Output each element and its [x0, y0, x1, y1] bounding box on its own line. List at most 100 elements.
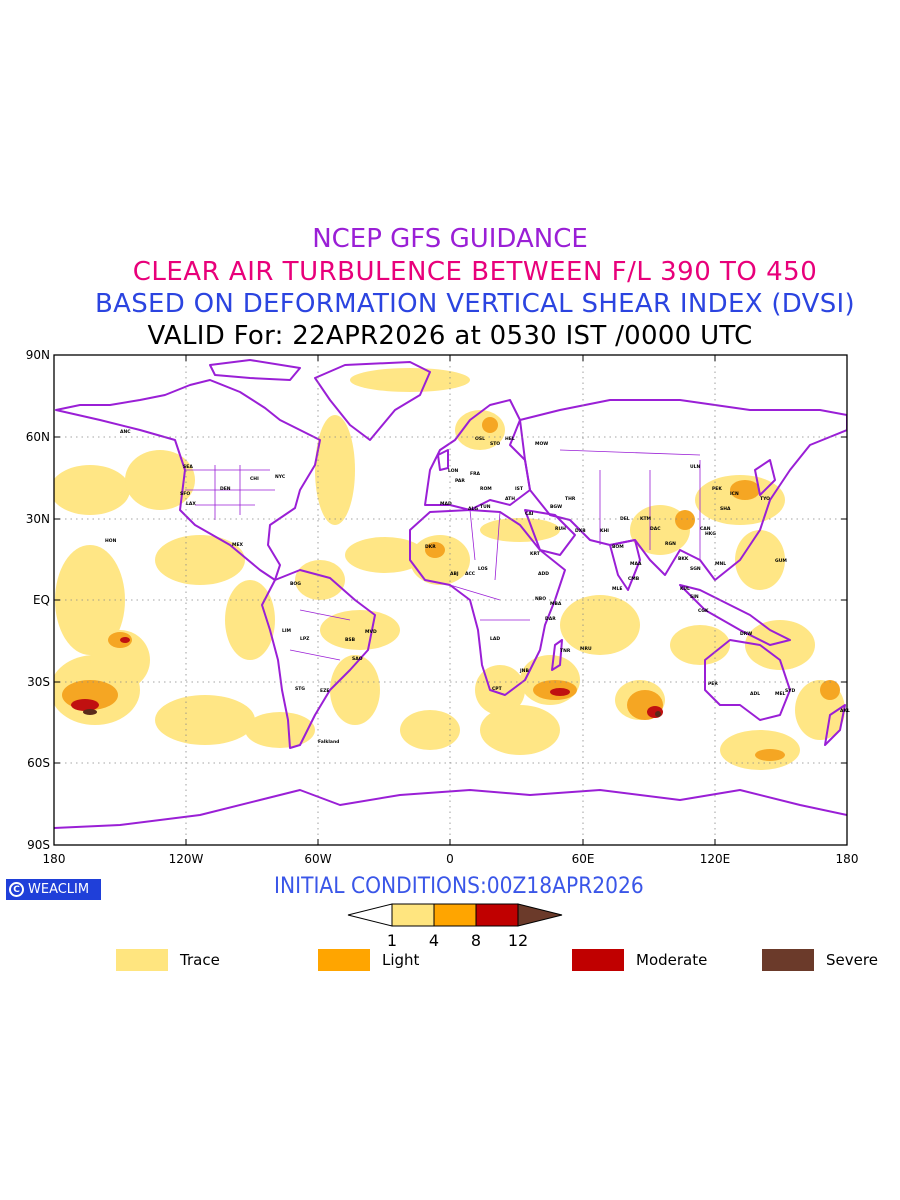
station-label: SEA: [183, 464, 193, 470]
turb-area: [755, 749, 785, 761]
station-label: DKR: [425, 544, 436, 550]
coastlines: [54, 359, 847, 829]
station-label: ALG: [468, 506, 478, 512]
station-label: DAC: [650, 526, 661, 532]
legend-label: Severe: [826, 951, 878, 969]
lon-label: 0: [446, 852, 454, 866]
station-label: MOW: [535, 441, 548, 447]
station-label: MAA: [630, 561, 642, 567]
station-label: IST: [515, 486, 524, 492]
station-label: LPZ: [300, 636, 310, 642]
station-label: LIM: [282, 628, 292, 634]
turb-area: [745, 620, 815, 670]
turb-area: [400, 710, 460, 750]
station-label: MVD: [365, 629, 377, 635]
turb-area: [475, 665, 525, 715]
initial-conditions: INITIAL CONDITIONS:00Z18APR2026: [274, 874, 644, 899]
station-label: OSL: [475, 436, 485, 442]
colorbar-tick: 4: [429, 931, 439, 950]
india-outline: [609, 539, 641, 591]
lat-label: 30N: [26, 512, 50, 526]
station-label: LON: [448, 468, 459, 474]
colorbar-tick: 1: [387, 931, 397, 950]
station-label: HON: [105, 538, 117, 544]
station-label: DEN: [220, 486, 231, 492]
title-line-3: BASED ON DEFORMATION VERTICAL SHEAR INDE…: [95, 289, 855, 319]
station-label: DEL: [620, 516, 630, 522]
turb-area: [550, 688, 570, 696]
colorbar-tick: 12: [508, 931, 528, 950]
arabia-outline: [524, 509, 576, 556]
station-labels: ANC HON SEA SFO LAX DEN CHI NYC MEX BOG LIM LPZ STG B…: [105, 429, 850, 745]
station-label: SYD: [785, 688, 795, 694]
asia-outline: [519, 399, 847, 581]
madagascar-outline: [551, 639, 563, 671]
station-label: MLE: [612, 586, 622, 592]
station-label: BSB: [345, 637, 356, 643]
turb-area: [315, 415, 355, 525]
station-label: BOG: [290, 581, 301, 587]
station-label: STG: [295, 686, 305, 692]
turb-area: [54, 465, 130, 515]
lat-label: 30S: [27, 675, 50, 689]
legend-swatch: [318, 949, 370, 971]
station-label: DXB: [575, 528, 586, 534]
station-label: DRW: [740, 631, 752, 637]
legend-swatch: [762, 949, 814, 971]
legend-item-severe: Severe: [762, 949, 878, 971]
station-label: SHA: [720, 506, 731, 512]
europe-outline: [424, 399, 531, 511]
south-america-outline: [261, 569, 376, 749]
lat-label: EQ: [33, 593, 50, 607]
station-label: GUM: [775, 558, 787, 564]
station-label: SIN: [690, 594, 699, 600]
arctic-islands-outline: [209, 359, 301, 381]
station-label: MAD: [440, 501, 452, 507]
legend-item-moderate: Moderate: [572, 949, 707, 971]
station-label: ADL: [750, 691, 760, 697]
badge-label: WEACLIM: [28, 882, 90, 897]
station-label: LAX: [186, 501, 196, 507]
copyright-icon: C: [9, 882, 24, 897]
station-label: RUH: [555, 526, 566, 532]
station-label: ICN: [730, 491, 739, 497]
station-label: ANC: [120, 429, 131, 435]
station-label: BGW: [550, 504, 562, 510]
turb-area: [480, 518, 560, 542]
station-label: CMB: [628, 576, 640, 582]
turb-area: [820, 680, 840, 700]
turbulence-map: ANC HON SEA SFO LAX DEN CHI NYC MEX BOG LIM LPZ STG B…: [26, 348, 859, 866]
turb-area: [720, 730, 800, 770]
turb-area: [350, 368, 470, 392]
colorbar-segment-trace: [391, 903, 435, 927]
turb-area: [410, 535, 470, 585]
station-label: TNR: [560, 648, 571, 654]
colorbar-tick: 8: [471, 931, 481, 950]
turb-area: [320, 610, 400, 650]
station-label: ABJ: [450, 571, 459, 577]
title-line-4: VALID For: 22APR2026 at 0530 IST /0000 U…: [147, 321, 753, 351]
africa-outline: [409, 509, 566, 696]
colorbar-high-triangle: [517, 903, 563, 927]
station-label: KUL: [680, 586, 690, 592]
station-label: JNB: [519, 668, 529, 674]
lat-label: 60S: [27, 756, 50, 770]
colorbar-segment-light: [433, 903, 477, 927]
legend-item-trace: Trace: [116, 949, 220, 971]
station-label: ACC: [465, 571, 476, 577]
lat-label: 60N: [26, 430, 50, 444]
station-label: MRU: [580, 646, 592, 652]
station-label: BKK: [678, 556, 689, 562]
station-label: EZE: [320, 688, 329, 694]
turb-area: [90, 630, 150, 690]
turb-area: [295, 560, 345, 600]
colorbar: 1 4 8 12: [347, 903, 563, 950]
turbulence-field: [54, 368, 845, 770]
station-label: CGK: [698, 608, 709, 614]
lon-label: 180: [43, 852, 66, 866]
turb-area: [630, 505, 690, 555]
station-label: DAR: [545, 616, 556, 622]
station-label: ROM: [480, 486, 492, 492]
japan-outline: [754, 459, 776, 496]
colorbar-segment-moderate: [475, 903, 519, 927]
